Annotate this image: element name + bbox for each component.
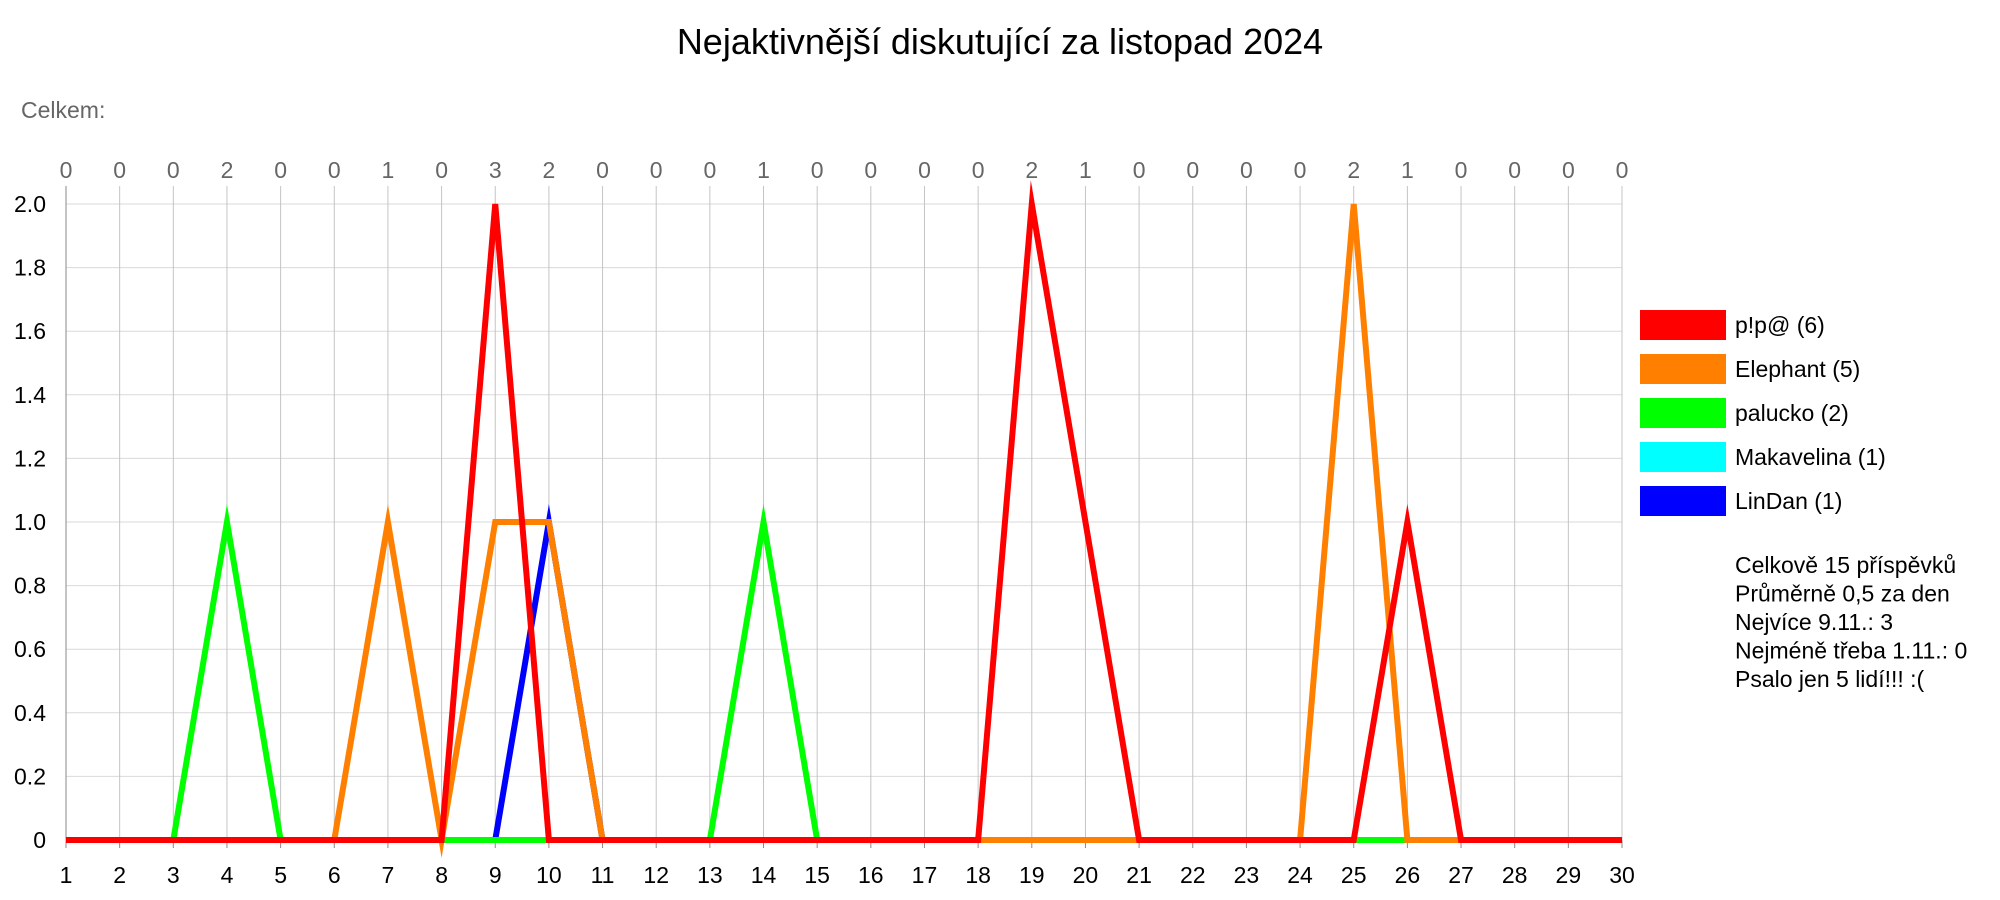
daily-total-label: 0: [596, 157, 609, 183]
legend-swatch: [1640, 442, 1726, 472]
daily-total-label: 0: [650, 157, 663, 183]
x-tick-label: 27: [1448, 862, 1474, 888]
legend-swatch: [1640, 354, 1726, 384]
daily-total-label: 0: [918, 157, 931, 183]
daily-total-label: 2: [542, 157, 555, 183]
daily-total-label: 0: [1133, 157, 1146, 183]
y-tick-label: 0.6: [14, 636, 46, 662]
y-tick-label: 1.2: [14, 445, 46, 471]
summary-line: Psalo jen 5 lidí!!! :(: [1735, 666, 1925, 692]
daily-total-label: 0: [328, 157, 341, 183]
x-tick-label: 17: [912, 862, 938, 888]
x-tick-label: 5: [274, 862, 287, 888]
x-tick-label: 10: [536, 862, 562, 888]
x-tick-label: 30: [1609, 862, 1635, 888]
daily-total-label: 2: [1347, 157, 1360, 183]
grid: [65, 186, 1623, 841]
daily-total-label: 2: [221, 157, 234, 183]
daily-total-label: 1: [1079, 157, 1092, 183]
x-tick-label: 22: [1180, 862, 1206, 888]
x-tick-label: 19: [1019, 862, 1045, 888]
series-line-palucko: [66, 503, 1622, 843]
y-tick-label: 1.4: [14, 382, 46, 408]
x-tick-label: 3: [167, 862, 180, 888]
x-tick-label: 11: [591, 862, 615, 888]
daily-total-label: 0: [1294, 157, 1307, 183]
daily-total-label: 0: [703, 157, 716, 183]
x-tick-label: 21: [1126, 862, 1152, 888]
y-tick-label: 2.0: [14, 191, 46, 217]
x-tick-label: 25: [1341, 862, 1367, 888]
summary-line: Nejméně třeba 1.11.: 0: [1735, 638, 1967, 664]
daily-total-label: 0: [113, 157, 126, 183]
daily-total-label: 0: [1186, 157, 1199, 183]
legend-label: palucko (2): [1735, 400, 1849, 426]
series-lines: [66, 180, 1622, 859]
y-tick-label: 1.6: [14, 318, 46, 344]
daily-total-label: 0: [972, 157, 985, 183]
x-tick-label: 6: [328, 862, 341, 888]
daily-total-label: 0: [1240, 157, 1253, 183]
series-line-p-p-: [66, 180, 1622, 843]
x-tick-label: 4: [221, 862, 234, 888]
legend-swatch: [1640, 398, 1726, 428]
y-tick-label: 1.0: [14, 509, 46, 535]
legend-label: LinDan (1): [1735, 488, 1842, 514]
legend-label: Elephant (5): [1735, 356, 1860, 382]
daily-total-label: 0: [274, 157, 287, 183]
daily-total-label: 0: [1455, 157, 1468, 183]
y-tick-label: 0.8: [14, 573, 46, 599]
x-tick-label: 1: [60, 862, 73, 888]
x-tick-label: 29: [1556, 862, 1582, 888]
x-tick-label: 12: [643, 862, 669, 888]
x-tick-label: 26: [1395, 862, 1421, 888]
x-tick-label: 28: [1502, 862, 1528, 888]
chart-title: Nejaktivnější diskutující za listopad 20…: [677, 21, 1323, 62]
legend-swatch: [1640, 486, 1726, 516]
x-tick-label: 14: [751, 862, 777, 888]
x-tick-label: 18: [965, 862, 991, 888]
x-tick-label: 15: [804, 862, 830, 888]
daily-total-label: 0: [435, 157, 448, 183]
summary-line: Nejvíce 9.11.: 3: [1735, 609, 1893, 635]
daily-total-label: 0: [864, 157, 877, 183]
legend: p!p@ (6) Elephant (5) palucko (2) Makavelin…: [1640, 310, 1886, 516]
summary-line: Celkově 15 příspěvků: [1735, 552, 1956, 578]
daily-total-label: 1: [757, 157, 770, 183]
daily-total-label: 1: [1401, 157, 1414, 183]
axes: 00.20.40.60.81.01.21.41.61.82.0102030425…: [14, 157, 1635, 888]
legend-label: Makavelina (1): [1735, 444, 1886, 470]
x-tick-label: 16: [858, 862, 884, 888]
series-line-lindan: [66, 503, 1622, 843]
chart-subtitle: Celkem:: [21, 97, 105, 123]
daily-total-label: 0: [167, 157, 180, 183]
x-tick-label: 2: [113, 862, 126, 888]
daily-total-label: 0: [60, 157, 73, 183]
daily-total-label: 0: [1562, 157, 1575, 183]
x-tick-label: 24: [1287, 862, 1313, 888]
daily-total-label: 2: [1025, 157, 1038, 183]
y-tick-label: 0.2: [14, 763, 46, 789]
x-tick-label: 20: [1073, 862, 1099, 888]
daily-total-label: 3: [489, 157, 502, 183]
legend-swatch: [1640, 310, 1726, 340]
y-tick-label: 0: [33, 827, 46, 853]
y-tick-label: 1.8: [14, 255, 46, 281]
x-tick-label: 23: [1234, 862, 1260, 888]
daily-total-label: 0: [1508, 157, 1521, 183]
legend-label: p!p@ (6): [1735, 312, 1825, 338]
x-tick-label: 8: [435, 862, 448, 888]
x-tick-label: 9: [489, 862, 502, 888]
y-tick-label: 0.4: [14, 700, 46, 726]
daily-total-label: 1: [382, 157, 395, 183]
x-tick-label: 7: [382, 862, 395, 888]
daily-total-label: 0: [1616, 157, 1629, 183]
x-tick-label: 13: [697, 862, 723, 888]
summary-line: Průměrně 0,5 za den: [1735, 581, 1950, 607]
daily-total-label: 0: [811, 157, 824, 183]
